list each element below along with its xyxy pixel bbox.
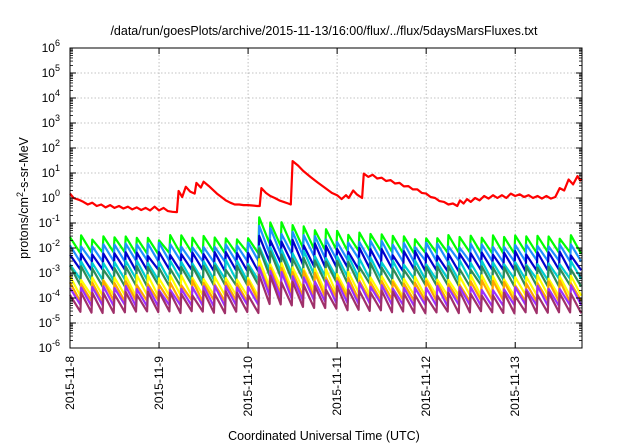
y-tick-label: 102 <box>42 138 60 155</box>
y-tick-label: 105 <box>42 63 60 80</box>
y-tick-label: 101 <box>42 163 60 180</box>
y-tick-label: 10-4 <box>39 288 60 305</box>
series-layer <box>69 160 583 315</box>
x-tick-label: 2015-11-10 <box>241 356 255 417</box>
y-tick-label: 10-1 <box>39 213 60 230</box>
x-axis: 2015-11-8 2015-11-9 2015-11-10 2015-11-11 20… <box>63 48 522 417</box>
x-tick-label: 2015-11-12 <box>419 356 433 417</box>
x-tick-label: 2015-11-11 <box>330 356 344 416</box>
x-tick-label: 2015-11-13 <box>508 356 522 417</box>
x-tick-label: 2015-11-9 <box>152 356 166 410</box>
y-tick-label: 10-3 <box>39 263 60 280</box>
y-tick-label: 104 <box>42 88 60 105</box>
series-line-9 <box>69 273 583 315</box>
y-tick-label: 10-6 <box>39 338 60 355</box>
y-tick-label: 103 <box>42 113 60 130</box>
y-tick-label: 10-5 <box>39 313 60 330</box>
y-axis: 10-6 10-5 10-4 10-3 10-2 10-1 100 101 102 103 104 1… <box>39 38 582 355</box>
y-tick-label: 10-2 <box>39 238 60 255</box>
x-tick-label: 2015-11-8 <box>63 356 77 410</box>
y-tick-label: 100 <box>42 188 60 205</box>
chart-title: /data/run/goesPlots/archive/2015-11-13/1… <box>110 24 538 38</box>
series-line-0 <box>69 160 583 214</box>
y-tick-label: 106 <box>42 38 60 55</box>
x-axis-label: Coordinated Universal Time (UTC) <box>228 429 420 443</box>
y-axis-label: protons/cm2-s-sr-MeV <box>15 136 31 258</box>
